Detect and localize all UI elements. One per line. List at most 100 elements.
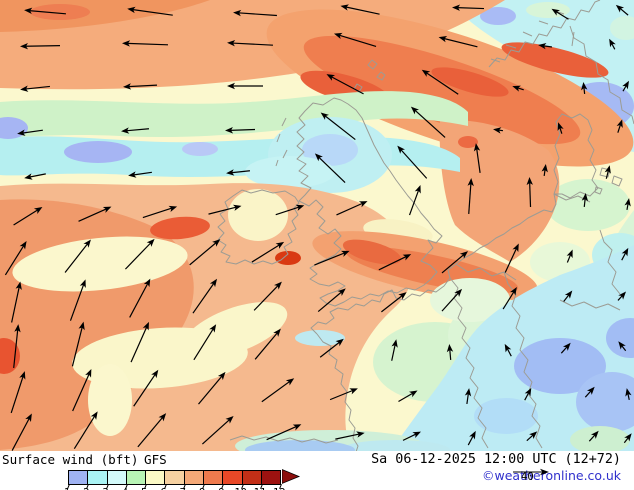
wind-arrow xyxy=(64,239,91,273)
wind-arrow xyxy=(122,40,169,47)
wind-arrow xyxy=(512,85,524,92)
map-region-norway-blue-small xyxy=(480,7,516,25)
wind-arrow xyxy=(438,35,478,48)
wind-arrow xyxy=(551,8,569,20)
wind-arrow xyxy=(142,205,178,219)
wind-arrow xyxy=(11,281,22,323)
wind-arrow xyxy=(254,328,281,360)
wind-arrow xyxy=(133,369,159,407)
colorbar-cell-2-3 xyxy=(88,471,108,484)
wind-arrow xyxy=(78,206,112,222)
wind-arrow xyxy=(326,74,364,95)
colorbar-tick-label: 1 xyxy=(58,487,76,490)
wind-arrow xyxy=(233,9,277,17)
wind-arrow xyxy=(266,424,302,441)
legend-model-label: GFS xyxy=(144,452,167,467)
wind-arrow xyxy=(137,413,167,448)
wind-arrow xyxy=(391,339,398,361)
wind-speed-regions xyxy=(0,0,634,462)
wind-arrow xyxy=(397,145,428,179)
wind-arrow xyxy=(227,40,273,47)
wind-arrow xyxy=(622,80,629,92)
colorbar-cell-5-6 xyxy=(146,471,166,484)
wind-arrow xyxy=(623,433,632,444)
wind-arrow xyxy=(625,388,632,400)
map-area xyxy=(0,0,634,462)
wind-arrow xyxy=(13,206,43,226)
wind-arrow xyxy=(504,243,519,273)
wind-arrow xyxy=(69,279,86,321)
coastline-border-de-east xyxy=(599,229,621,295)
map-region-east-cool xyxy=(390,245,634,452)
colorbar-tick-label: 4 xyxy=(116,487,134,490)
wind-arrow xyxy=(464,388,472,405)
wind-arrow xyxy=(127,6,173,16)
wind-arrow xyxy=(378,254,412,271)
wind-arrow xyxy=(189,239,221,266)
wind-arrow xyxy=(261,378,295,403)
wind-map xyxy=(0,0,634,462)
wind-arrows xyxy=(4,4,632,451)
wind-arrow xyxy=(20,43,61,50)
wind-arrow xyxy=(526,431,538,442)
coastline-sweden-west xyxy=(569,25,634,125)
wind-arrow xyxy=(398,390,418,403)
wind-arrow xyxy=(4,241,27,276)
coastline-channel-coast xyxy=(310,193,557,335)
colorbar-tick-label: 9 xyxy=(212,487,230,490)
reference-arrow-label: 40 xyxy=(521,471,534,483)
wind-arrow xyxy=(121,127,149,134)
wind-arrow xyxy=(615,4,629,16)
map-region-cream-patch-3 xyxy=(88,364,132,436)
wind-arrow xyxy=(227,82,263,90)
colorbar-cell-8-9 xyxy=(204,471,224,484)
wind-arrow xyxy=(617,291,627,301)
wind-arrow xyxy=(452,4,485,11)
map-region-s-north-sea-salmon xyxy=(439,119,560,262)
colorbar-tick-label: 5 xyxy=(135,487,153,490)
colorbar-tick-label: 11 xyxy=(251,487,269,490)
map-region-ne-band-red-2 xyxy=(501,42,609,78)
wind-arrow xyxy=(329,388,358,401)
wind-arrow xyxy=(624,198,631,211)
coastline-border-de-west xyxy=(503,271,543,449)
wind-arrow xyxy=(208,204,242,215)
coastline-norway xyxy=(488,0,601,68)
wind-arrow xyxy=(410,106,446,138)
colorbar-tick-label: 6 xyxy=(155,487,173,490)
wind-arrow xyxy=(10,371,26,414)
wind-arrow xyxy=(588,430,599,442)
wind-arrow xyxy=(441,288,463,312)
map-region-periwinkle-3 xyxy=(182,142,218,156)
wind-arrow xyxy=(20,85,50,92)
wind-arrow xyxy=(609,38,616,50)
map-region-mass-red-1 xyxy=(150,216,210,240)
wind-arrow xyxy=(129,278,151,318)
wind-arrow xyxy=(320,112,356,141)
wind-arrow xyxy=(13,324,21,368)
wind-arrow xyxy=(24,7,66,15)
map-region-top-left-red xyxy=(30,4,90,20)
colorbar-overflow-arrow-icon xyxy=(282,469,301,484)
colorbar-cell-10-11 xyxy=(242,471,262,484)
colorbar-tick-label: 3 xyxy=(97,487,115,490)
wind-arrow xyxy=(128,171,152,178)
coastline-great-britain xyxy=(296,97,443,307)
colorbar-cell-9-10 xyxy=(223,471,243,484)
wind-arrow xyxy=(71,321,85,367)
wind-arrow xyxy=(581,193,589,208)
wind-arrow xyxy=(524,387,532,401)
wind-arrow xyxy=(563,290,573,302)
wind-arrow xyxy=(24,173,46,180)
coastline-border-be-nl xyxy=(455,263,517,281)
wind-arrow xyxy=(467,178,474,214)
wind-arrow xyxy=(130,321,149,363)
wind-arrow xyxy=(333,32,377,48)
wind-arrow xyxy=(541,164,548,177)
coastline-hebrides xyxy=(275,117,288,167)
wind-arrow xyxy=(314,153,346,184)
wind-arrow xyxy=(73,411,98,449)
wind-arrow xyxy=(319,338,344,358)
map-region-denmark-green xyxy=(546,179,630,231)
